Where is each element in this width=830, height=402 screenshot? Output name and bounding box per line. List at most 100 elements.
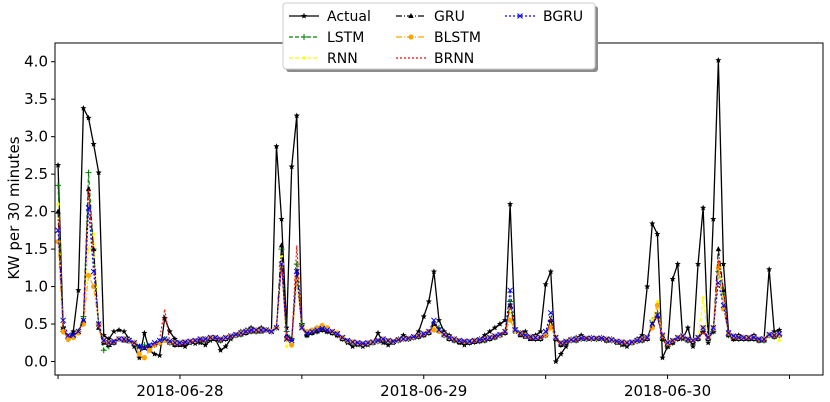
- data-point-actual: [202, 341, 209, 348]
- data-point-bgru: [136, 343, 143, 350]
- data-point-actual: [156, 352, 163, 359]
- y-tick-label: 2.5: [24, 165, 48, 183]
- data-point-bgru: [420, 330, 427, 337]
- x-axis: 2018-06-28 2018-06-29 2018-06-30: [57, 375, 790, 400]
- legend-label: RNN: [327, 51, 358, 67]
- data-point-bgru: [603, 336, 610, 342]
- data-point-actual: [288, 163, 295, 170]
- data-point-blstm: [436, 328, 442, 335]
- legend-item-brnn: BRNN: [396, 51, 474, 67]
- data-point-bgru: [359, 340, 366, 347]
- data-point-blstm: [309, 327, 315, 333]
- data-point-bgru: [151, 339, 158, 346]
- data-point-bgru: [441, 331, 447, 338]
- data-point-blstm: [289, 342, 295, 348]
- data-point-bgru: [187, 338, 193, 345]
- data-point-rnn: [86, 247, 91, 251]
- data-point-actual: [542, 281, 549, 287]
- data-point-actual: [80, 105, 87, 111]
- legend-label: BRNN: [434, 51, 474, 67]
- y-axis-label: KW per 30 minutes: [5, 136, 23, 279]
- data-point-actual: [537, 328, 544, 335]
- data-point-bgru: [268, 328, 275, 335]
- data-point-bgru: [730, 333, 737, 339]
- data-point-bgru: [552, 334, 559, 341]
- data-point-bgru: [131, 339, 138, 346]
- data-point-bgru: [344, 337, 351, 344]
- data-point-bgru: [177, 339, 183, 346]
- data-point-bgru: [756, 336, 762, 342]
- data-point-bgru: [745, 334, 752, 341]
- data-point-bgru: [425, 328, 432, 335]
- data-point-bgru: [339, 334, 346, 341]
- data-point-bgru: [60, 317, 66, 324]
- data-point-bgru: [436, 327, 442, 333]
- legend-label: Actual: [327, 9, 371, 25]
- y-tick-label: 3.0: [24, 128, 48, 146]
- data-point-bgru: [776, 330, 783, 337]
- data-point-bgru: [685, 336, 691, 342]
- data-point-actual: [776, 326, 783, 333]
- data-point-bgru: [486, 334, 493, 341]
- data-point-bgru: [324, 327, 331, 333]
- data-point-bgru: [507, 287, 513, 294]
- data-point-blstm: [146, 347, 153, 353]
- data-point-actual: [181, 343, 189, 350]
- legend: Actual LSTM RNN GRU BLSTM BRNN BGRU: [282, 2, 598, 72]
- data-point-actual: [400, 332, 407, 338]
- legend-item-rnn: RNN: [289, 51, 358, 67]
- data-point-actual: [684, 324, 691, 331]
- data-point-bgru: [95, 321, 102, 327]
- data-point-actual: [110, 328, 117, 335]
- legend-item-lstm: LSTM: [289, 30, 364, 46]
- data-point-actual: [766, 266, 773, 272]
- data-point-bgru: [690, 337, 696, 344]
- data-point-bgru: [405, 335, 412, 342]
- y-tick-label: 2.0: [24, 203, 48, 221]
- data-point-lstm: [85, 169, 92, 176]
- data-point-actual: [293, 112, 300, 119]
- series-line-brnn: [57, 189, 780, 349]
- data-point-bgru: [471, 337, 478, 344]
- data-point-actual: [105, 335, 112, 342]
- data-point-actual: [695, 260, 702, 267]
- data-point-actual: [771, 328, 778, 335]
- data-point-bgru: [512, 327, 519, 333]
- data-point-bgru: [222, 334, 229, 341]
- data-point-bgru: [695, 334, 701, 341]
- data-point-actual: [430, 268, 437, 275]
- data-point-bgru: [197, 336, 204, 342]
- data-point-bgru: [446, 334, 453, 341]
- legend-marker: [517, 13, 523, 19]
- data-point-bgru: [299, 324, 305, 331]
- series-brnn: [57, 189, 780, 349]
- data-point-bgru: [619, 339, 625, 345]
- data-point-bgru: [502, 328, 508, 335]
- data-point-actual: [75, 287, 82, 293]
- data-point-actual: [420, 313, 427, 320]
- data-point-blstm: [91, 283, 97, 290]
- data-point-bgru: [192, 337, 199, 344]
- data-point-actual: [649, 220, 656, 227]
- data-point-gru: [278, 242, 285, 248]
- data-point-actual: [441, 328, 448, 335]
- data-point-actual: [501, 317, 509, 323]
- data-point-bgru: [334, 330, 341, 337]
- data-point-bgru: [293, 268, 300, 275]
- data-point-actual: [278, 215, 285, 222]
- data-point-bgru: [761, 336, 767, 342]
- plot-area: [54, 42, 824, 376]
- data-point-bgru: [583, 335, 590, 342]
- data-point-bgru: [588, 335, 595, 342]
- data-point-blstm: [85, 272, 92, 278]
- data-point-actual: [720, 260, 727, 267]
- data-point-rnn: [56, 202, 60, 206]
- data-point-actual: [674, 260, 681, 267]
- data-point-actual: [273, 143, 280, 150]
- data-point-bgru: [202, 336, 209, 342]
- data-point-actual: [578, 332, 585, 338]
- data-point-bgru: [649, 321, 656, 327]
- data-point-actual: [55, 161, 62, 168]
- data-point-bgru: [349, 339, 356, 345]
